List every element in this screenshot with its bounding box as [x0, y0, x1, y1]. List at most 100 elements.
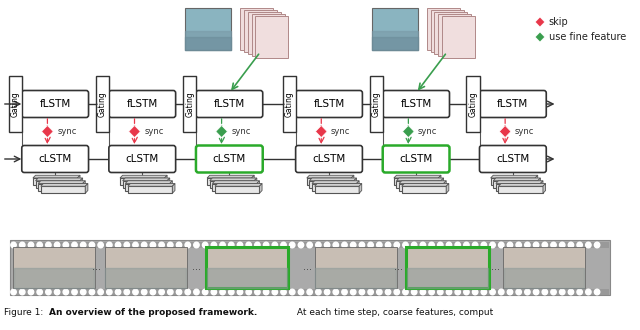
Circle shape — [115, 242, 121, 248]
Circle shape — [246, 242, 252, 248]
Circle shape — [185, 242, 191, 248]
Polygon shape — [41, 183, 88, 186]
Polygon shape — [42, 125, 53, 138]
Bar — [38, 183, 83, 190]
Circle shape — [237, 242, 243, 248]
Polygon shape — [438, 175, 441, 185]
FancyBboxPatch shape — [196, 146, 263, 173]
Circle shape — [508, 289, 513, 295]
Circle shape — [595, 289, 600, 295]
Bar — [493, 181, 538, 188]
Bar — [120, 178, 164, 185]
Circle shape — [412, 242, 417, 248]
Circle shape — [228, 242, 234, 248]
Circle shape — [586, 289, 591, 295]
Bar — [215, 186, 259, 193]
Circle shape — [307, 289, 312, 295]
Bar — [183, 76, 196, 132]
Circle shape — [246, 289, 252, 295]
Circle shape — [54, 242, 60, 248]
Polygon shape — [535, 175, 538, 185]
Circle shape — [516, 242, 522, 248]
Circle shape — [403, 242, 408, 248]
Bar — [244, 10, 276, 52]
Polygon shape — [535, 32, 545, 42]
Circle shape — [324, 289, 330, 295]
Circle shape — [150, 289, 156, 295]
Circle shape — [359, 289, 365, 295]
Circle shape — [533, 289, 539, 295]
Circle shape — [63, 242, 68, 248]
Bar — [438, 14, 471, 56]
Text: Gating: Gating — [285, 91, 294, 117]
Circle shape — [595, 242, 600, 248]
Circle shape — [202, 289, 208, 295]
Circle shape — [316, 289, 321, 295]
Bar — [467, 76, 480, 132]
Text: cLSTM: cLSTM — [212, 154, 246, 164]
Circle shape — [472, 242, 478, 248]
Bar — [13, 247, 95, 288]
Polygon shape — [394, 175, 441, 178]
Circle shape — [385, 242, 391, 248]
Circle shape — [298, 242, 303, 248]
Circle shape — [577, 289, 582, 295]
Circle shape — [412, 289, 417, 295]
Bar — [314, 247, 397, 288]
Circle shape — [490, 242, 495, 248]
Polygon shape — [315, 183, 362, 186]
Circle shape — [559, 289, 565, 295]
Text: Gating: Gating — [11, 91, 20, 117]
Circle shape — [438, 289, 443, 295]
Circle shape — [516, 289, 522, 295]
Polygon shape — [170, 181, 172, 190]
Circle shape — [429, 289, 435, 295]
Bar — [212, 183, 257, 190]
Circle shape — [124, 289, 129, 295]
Circle shape — [289, 242, 295, 248]
Polygon shape — [85, 183, 88, 193]
Polygon shape — [493, 178, 540, 181]
Circle shape — [464, 242, 469, 248]
Bar — [96, 76, 109, 132]
Circle shape — [11, 289, 16, 295]
Bar — [406, 247, 489, 288]
Circle shape — [351, 242, 356, 248]
Polygon shape — [164, 175, 167, 185]
Polygon shape — [499, 183, 545, 186]
Polygon shape — [307, 175, 354, 178]
Circle shape — [429, 242, 435, 248]
Polygon shape — [125, 181, 172, 183]
Bar — [402, 186, 446, 193]
Bar — [248, 12, 280, 54]
Circle shape — [307, 242, 312, 248]
Circle shape — [272, 242, 278, 248]
Circle shape — [481, 242, 486, 248]
Bar — [206, 247, 289, 288]
Polygon shape — [444, 181, 446, 190]
Circle shape — [28, 289, 34, 295]
Polygon shape — [123, 178, 170, 181]
Circle shape — [351, 289, 356, 295]
Bar — [210, 181, 254, 188]
Circle shape — [63, 289, 68, 295]
Polygon shape — [403, 125, 414, 138]
Circle shape — [525, 242, 530, 248]
Bar — [307, 178, 351, 185]
Bar — [431, 10, 463, 52]
Circle shape — [54, 289, 60, 295]
Text: skip: skip — [548, 17, 568, 27]
Circle shape — [220, 289, 225, 295]
Polygon shape — [83, 181, 85, 190]
Circle shape — [499, 242, 504, 248]
Polygon shape — [259, 183, 262, 193]
Circle shape — [98, 289, 103, 295]
Circle shape — [255, 289, 260, 295]
Circle shape — [228, 289, 234, 295]
Text: ...: ... — [303, 262, 312, 273]
Bar — [370, 76, 383, 132]
Circle shape — [45, 289, 51, 295]
Bar — [503, 247, 586, 288]
Bar — [104, 247, 187, 288]
Circle shape — [446, 289, 452, 295]
